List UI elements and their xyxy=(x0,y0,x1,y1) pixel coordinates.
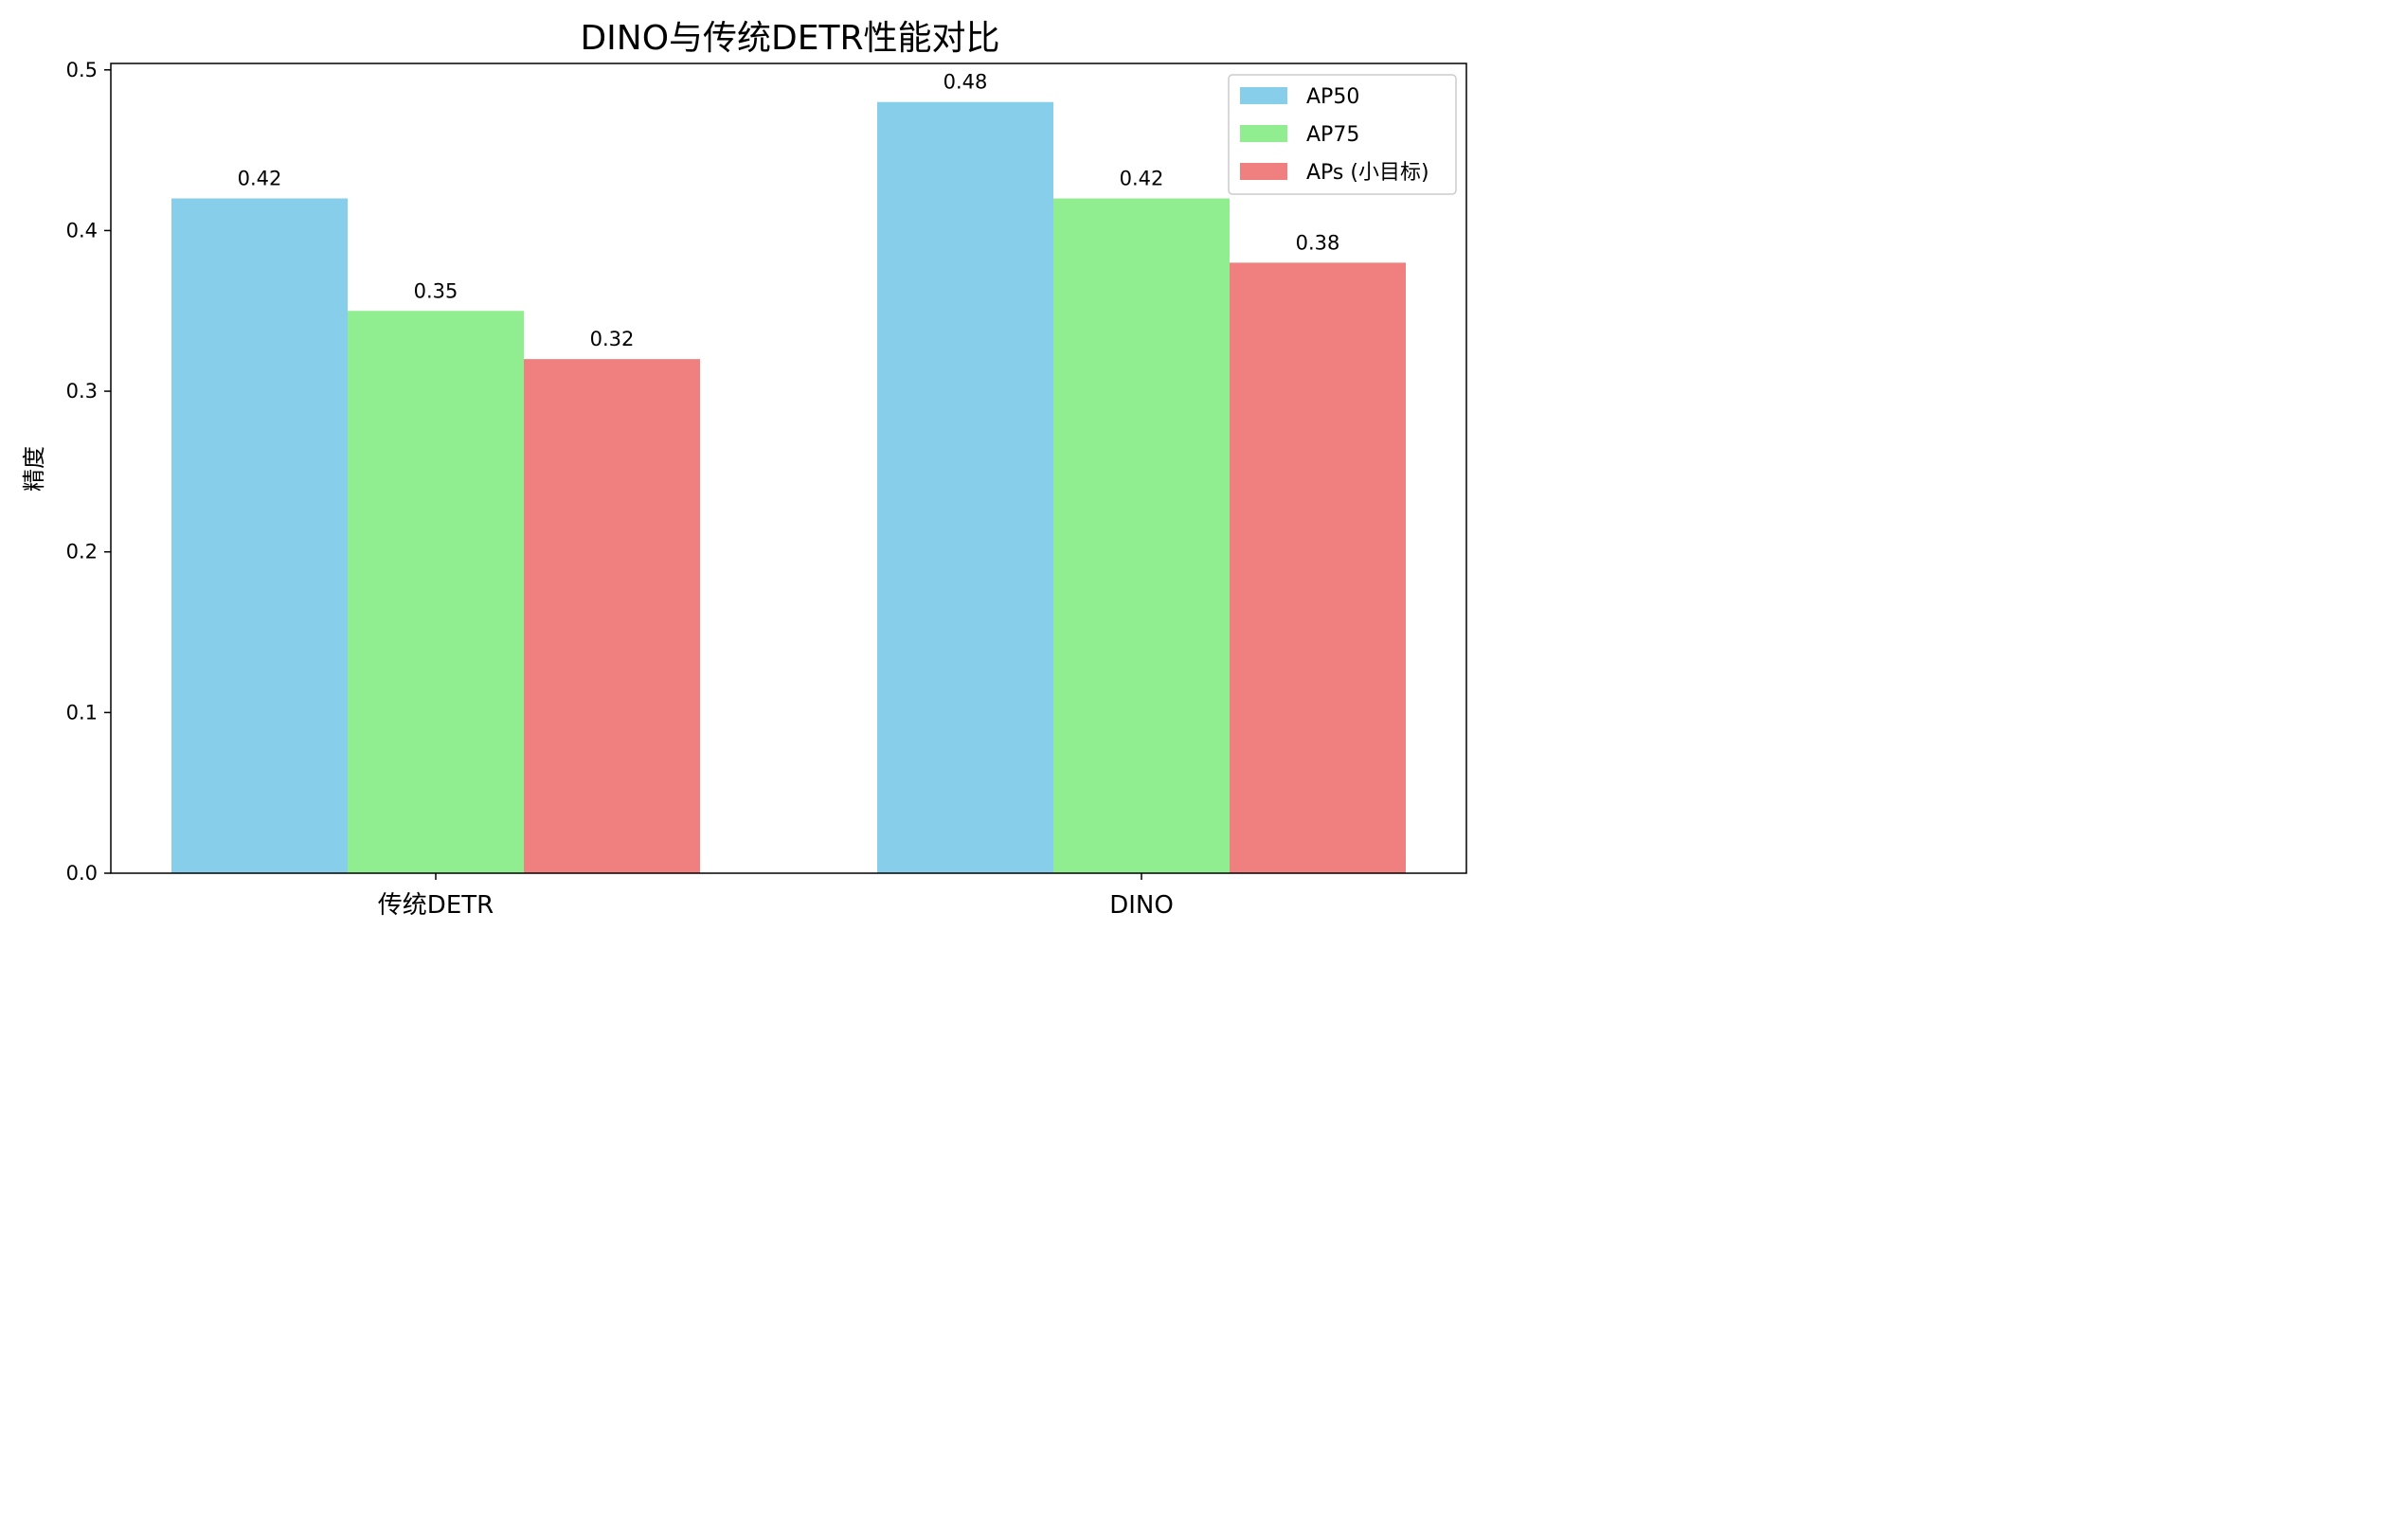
y-tick-label: 0.4 xyxy=(66,219,98,242)
bar-value-label: 0.42 xyxy=(1120,168,1164,190)
bar-value-label: 0.48 xyxy=(943,71,988,94)
x-tick-label: 传统DETR xyxy=(378,891,494,920)
bar-value-label: 0.32 xyxy=(590,328,635,350)
legend-label: AP50 xyxy=(1306,85,1359,109)
y-tick-label: 0.2 xyxy=(66,541,98,564)
bar xyxy=(524,359,700,874)
axes-frame xyxy=(110,63,1467,874)
chart-title: DINO与传统DETR性能对比 xyxy=(580,19,999,58)
legend-swatch xyxy=(1240,87,1287,104)
y-axis-label: 精度 xyxy=(21,446,47,492)
plot-area: 0.42 0.48 0.35 0.42 0.32 0.38 0.0 0.1 0.2 0.3 0.4 0… xyxy=(66,59,1467,920)
bar xyxy=(877,101,1053,873)
legend: AP50 AP75 APs (小目标) xyxy=(1228,74,1457,195)
legend-label: AP75 xyxy=(1306,123,1359,147)
bar-chart: DINO与传统DETR性能对比 精度 0.420.480.350.420.320… xyxy=(0,0,1482,964)
legend-swatch xyxy=(1240,163,1287,180)
bar xyxy=(171,198,348,873)
x-tick-label: DINO xyxy=(1109,891,1174,920)
bar-value-label: 0.38 xyxy=(1296,231,1340,254)
bar-value-label: 0.35 xyxy=(414,279,458,302)
y-tick-label: 0.3 xyxy=(66,380,98,403)
bar-value-label: 0.42 xyxy=(238,168,282,190)
bar xyxy=(1230,262,1406,873)
legend-label: APs (小目标) xyxy=(1306,161,1429,185)
legend-swatch xyxy=(1240,125,1287,142)
y-tick-label: 0.0 xyxy=(66,862,98,885)
bar xyxy=(1053,198,1230,873)
bar xyxy=(348,311,524,873)
y-tick-label: 0.1 xyxy=(66,701,98,724)
y-tick-label: 0.5 xyxy=(66,59,98,81)
